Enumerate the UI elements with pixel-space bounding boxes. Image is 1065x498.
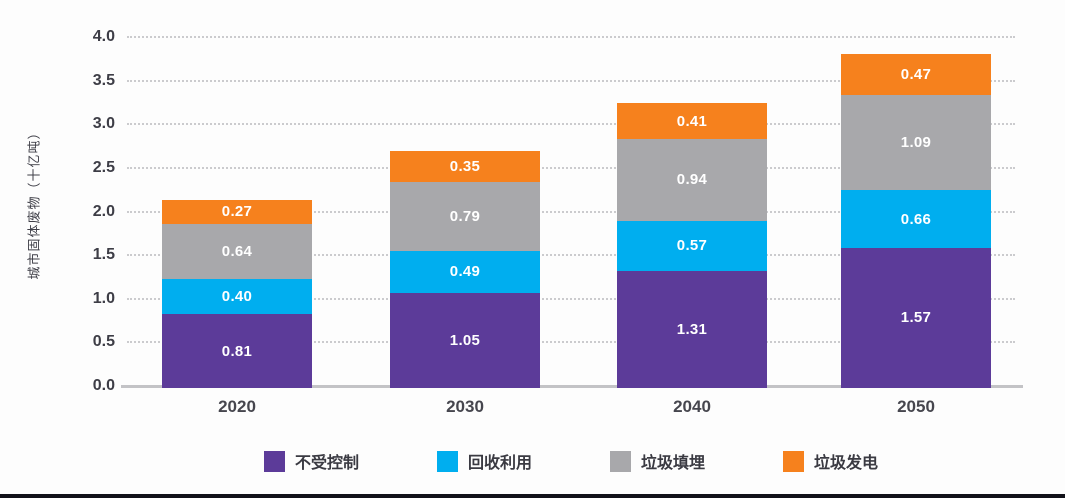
bar-segment-不受控制: 1.05 <box>390 293 540 388</box>
bar-value-label: 0.49 <box>449 263 481 281</box>
x-axis-line <box>121 385 1023 388</box>
gridline <box>127 341 1015 344</box>
x-tick-label: 2050 <box>897 397 935 416</box>
bar-value-label: 1.31 <box>676 320 708 338</box>
gridline <box>127 254 1015 257</box>
bar-segment-垃圾发电: 0.41 <box>617 103 767 139</box>
y-tick-label: 0.0 <box>92 377 115 394</box>
legend-label: 不受控制 <box>294 455 359 472</box>
legend: 不受控制 回收利用 垃圾填埋 垃圾发电 <box>127 449 1015 473</box>
bar-2040: 1.31 0.57 0.94 0.41 <box>617 103 767 388</box>
bar-value-label: 0.79 <box>449 207 481 225</box>
bar-segment-不受控制: 0.81 <box>162 314 312 388</box>
bar-2030: 1.05 0.49 0.79 0.35 <box>390 151 540 388</box>
bar-segment-回收利用: 0.49 <box>390 250 540 294</box>
legend-swatch-icon <box>783 450 805 472</box>
legend-label: 回收利用 <box>467 455 532 472</box>
bar-value-label: 0.27 <box>221 203 253 221</box>
bar-value-label: 1.05 <box>449 332 481 350</box>
y-tick-label: 4.0 <box>92 28 115 45</box>
y-tick-label: 0.5 <box>92 333 115 351</box>
legend-swatch-icon <box>610 450 631 472</box>
bar-value-label: 0.40 <box>221 288 253 306</box>
gridline <box>127 36 1015 38</box>
bar-2050: 1.57 0.66 1.09 0.47 <box>841 54 991 388</box>
x-tick-label: 2020 <box>218 397 256 416</box>
legend-item-垃圾填埋: 垃圾填埋 <box>610 449 705 473</box>
y-tick-label: 3.0 <box>92 115 115 133</box>
bar-value-label: 0.41 <box>676 112 708 130</box>
legend-item-不受控制: 不受控制 <box>263 449 359 473</box>
gridline <box>127 123 1015 126</box>
legend-swatch-icon <box>436 450 458 472</box>
x-tick-label: 2040 <box>673 397 711 416</box>
y-tick-label: 1.5 <box>92 246 115 264</box>
bar-segment-垃圾填埋: 1.09 <box>841 95 991 191</box>
bar-value-label: 0.57 <box>676 237 708 255</box>
y-tick-label: 2.0 <box>92 202 115 220</box>
bar-segment-垃圾发电: 0.35 <box>390 151 540 182</box>
bar-segment-垃圾填埋: 0.64 <box>162 223 312 280</box>
bar-value-label: 0.35 <box>449 157 481 175</box>
gridline <box>127 210 1015 213</box>
gridline <box>127 166 1015 169</box>
bar-segment-回收利用: 0.40 <box>162 279 312 315</box>
bar-value-label: 1.57 <box>900 309 932 327</box>
y-tick-label: 1.0 <box>92 289 115 307</box>
bar-segment-回收利用: 0.66 <box>841 190 991 248</box>
gridline <box>127 79 1015 82</box>
bar-value-label: 1.09 <box>900 134 932 152</box>
bar-segment-垃圾填埋: 0.79 <box>390 181 540 251</box>
bar-segment-不受控制: 1.31 <box>617 270 767 388</box>
y-axis-title: 城市固体废物（十亿吨） <box>26 125 42 280</box>
gridline <box>127 297 1015 300</box>
y-tick-label: 3.5 <box>92 71 115 89</box>
legend-label: 垃圾填埋 <box>641 455 706 472</box>
bar-value-label: 0.94 <box>676 171 708 189</box>
bar-segment-回收利用: 0.57 <box>617 220 767 271</box>
bar-segment-垃圾发电: 0.27 <box>162 200 312 224</box>
bar-segment-垃圾发电: 0.47 <box>841 54 991 96</box>
legend-item-回收利用: 回收利用 <box>436 449 532 473</box>
bar-2020: 0.81 0.40 0.64 0.27 <box>162 200 312 388</box>
legend-item-垃圾发电: 垃圾发电 <box>783 449 878 473</box>
bar-value-label: 0.81 <box>221 342 253 360</box>
legend-swatch-icon <box>263 450 285 472</box>
legend-label: 垃圾发电 <box>814 455 879 472</box>
bar-value-label: 0.64 <box>221 242 253 260</box>
bar-segment-不受控制: 1.57 <box>841 248 991 388</box>
x-tick-label: 2030 <box>446 397 484 416</box>
y-tick-label: 2.5 <box>92 158 115 176</box>
bar-value-label: 0.47 <box>900 66 932 84</box>
bar-segment-垃圾填埋: 0.94 <box>617 138 767 221</box>
bottom-divider <box>0 494 1065 498</box>
bar-value-label: 0.66 <box>900 210 932 228</box>
